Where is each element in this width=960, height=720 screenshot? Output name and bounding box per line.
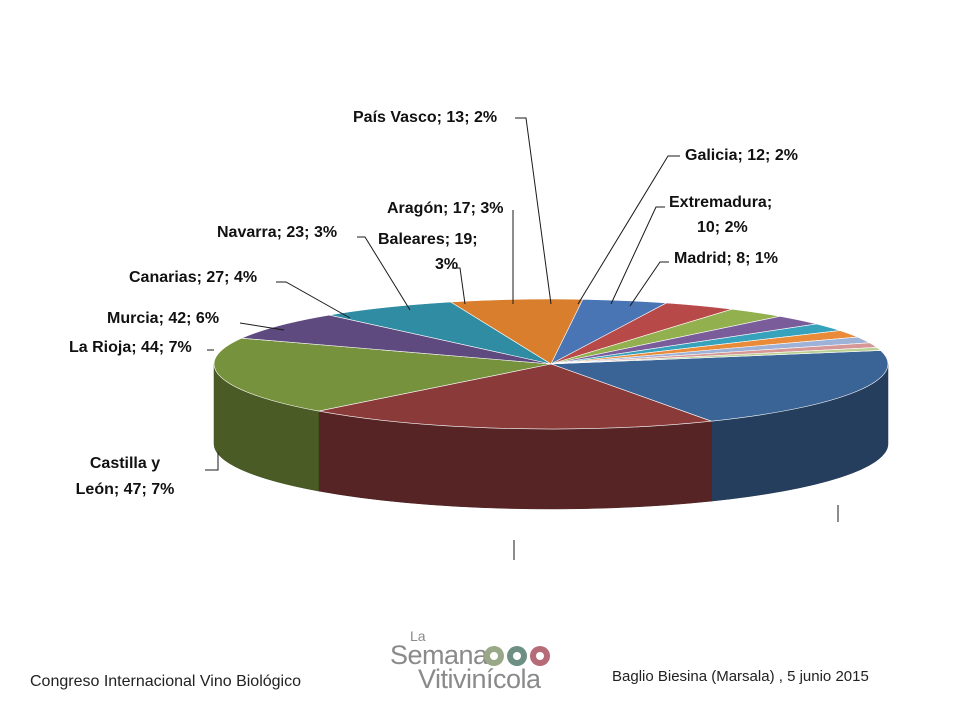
footer-venue-date: Baglio Biesina (Marsala) , 5 junio 2015 bbox=[612, 668, 869, 685]
logo-line-la: La bbox=[410, 628, 426, 644]
pie-slice-2 bbox=[213, 337, 552, 412]
data-label-7-line-0: Navarra; 23; 3% bbox=[217, 224, 337, 241]
data-label-6-line-0: Canarias; 27; 4% bbox=[129, 269, 257, 286]
leader-line-7 bbox=[357, 236, 411, 311]
pie-slice-5 bbox=[449, 298, 584, 365]
pie-slice-4 bbox=[329, 301, 552, 365]
data-label-0-line-1: 20% bbox=[832, 297, 864, 314]
semana-vitivinicola-logo: La Semana Vitivinícola bbox=[388, 628, 568, 694]
leader-line-12 bbox=[610, 206, 665, 305]
data-labels: Castilla-La Mancha; 136; 20% Cataluña; 133… bbox=[69, 109, 941, 553]
data-label-5-line-0: Murcia; 42; 6% bbox=[107, 310, 219, 327]
pie-chart: Castilla-La Mancha; 136; 20% Cataluña; 133… bbox=[69, 109, 941, 560]
pie-slice-0 bbox=[550, 350, 889, 422]
data-label-12-line-1: 10; 2% bbox=[697, 219, 748, 236]
footer-congress: Congreso Internacional Vino Biológico bbox=[30, 673, 301, 690]
data-label-3-line-1: León; 47; 7% bbox=[76, 481, 175, 498]
data-label-12-line-0: Extremadura; bbox=[669, 194, 772, 211]
data-label-9-line-0: Aragón; 17; 3% bbox=[387, 200, 503, 217]
leader-line-13 bbox=[629, 261, 669, 307]
data-label-1-line-0: Cataluña; 133; 20% bbox=[732, 536, 878, 553]
pie-sides bbox=[213, 363, 889, 510]
pie-slice-14 bbox=[550, 347, 882, 365]
leader-lines bbox=[205, 117, 839, 560]
logo-icons bbox=[484, 646, 550, 666]
data-label-10-line-0: País Vasco; 13; 2% bbox=[353, 109, 497, 126]
pie-slice-1 bbox=[318, 363, 712, 430]
data-label-8-line-0: Baleares; 19; bbox=[378, 231, 478, 248]
leader-line-10 bbox=[515, 117, 552, 305]
leader-line-8 bbox=[452, 267, 466, 305]
leader-line-3 bbox=[205, 452, 219, 471]
data-label-11-line-0: Galicia; 12; 2% bbox=[685, 147, 798, 164]
leader-line-11 bbox=[577, 155, 680, 305]
leader-line-5 bbox=[239, 322, 285, 331]
data-label-13-line-0: Madrid; 8; 1% bbox=[674, 250, 778, 267]
data-label-4-line-0: La Rioja; 44; 7% bbox=[69, 339, 192, 356]
data-label-3-line-0: Castilla y bbox=[90, 455, 160, 472]
pie-tops bbox=[213, 298, 889, 430]
pie-slice-3 bbox=[241, 314, 552, 365]
data-label-8-line-1: 3% bbox=[435, 256, 458, 273]
logo-line-vitivinicola: Vitivinícola bbox=[418, 664, 541, 694]
data-label-0-line-0: Castilla-La Mancha; 136; bbox=[755, 272, 942, 289]
logo-line-semana: Semana bbox=[390, 640, 488, 670]
leader-line-6 bbox=[276, 281, 351, 319]
